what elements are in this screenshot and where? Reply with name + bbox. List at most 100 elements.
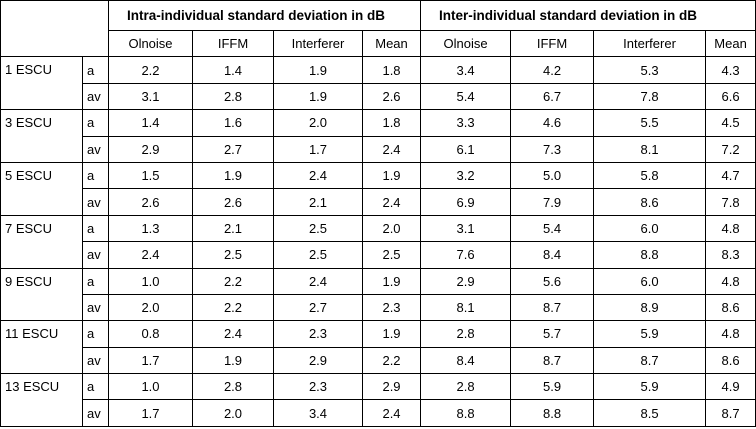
row-label: 13 ESCU — [0, 373, 83, 427]
value-cell: 1.9 — [192, 346, 274, 375]
value-cell: 1.7 — [273, 135, 363, 163]
value-cell: 2.9 — [273, 346, 363, 375]
value-cell: 8.4 — [420, 346, 512, 375]
value-cell: 4.2 — [510, 56, 595, 84]
corner-cell — [0, 0, 109, 58]
value-cell: 8.8 — [420, 399, 512, 427]
data-row: av 2.4 2.5 2.5 2.5 7.6 8.4 8.8 8.3 — [1, 241, 756, 269]
value-cell: 4.8 — [705, 320, 756, 348]
value-cell: 1.9 — [273, 82, 363, 111]
header-row: Olnoise IFFM Interferer Mean Olnoise IFFM Inte… — [1, 29, 756, 58]
value-cell: 2.6 — [192, 188, 274, 216]
value-cell: 5.9 — [593, 320, 707, 348]
value-cell: 1.3 — [108, 214, 193, 243]
row-label: 9 ESCU — [0, 267, 83, 322]
value-cell: 4.3 — [705, 56, 756, 84]
value-cell: 2.9 — [361, 373, 422, 401]
value-cell: 7.6 — [420, 241, 512, 269]
column-header: Olnoise — [420, 29, 512, 58]
value-cell: 5.3 — [593, 56, 707, 84]
sub-label: a — [82, 267, 109, 295]
value-cell: 2.8 — [420, 320, 512, 348]
value-cell: 5.5 — [593, 109, 707, 137]
value-cell: 3.2 — [420, 161, 512, 190]
sub-label: av — [82, 346, 109, 375]
value-cell: 5.6 — [510, 267, 595, 295]
data-row: 5 ESCU a 1.5 1.9 2.4 1.9 3.2 5.0 5.8 4.7 — [0, 161, 756, 216]
value-cell: 8.6 — [705, 293, 756, 322]
data-row: 1 ESCU a 2.2 1.4 1.9 1.8 3.4 4.2 5.3 4.3 — [0, 56, 756, 111]
value-cell: 3.1 — [108, 82, 193, 111]
value-cell: 2.3 — [273, 320, 363, 348]
value-cell: 2.8 — [420, 373, 512, 401]
sub-label: a — [82, 109, 109, 137]
value-cell: 7.2 — [705, 135, 756, 163]
value-cell: 2.0 — [361, 214, 422, 243]
value-cell: 4.7 — [705, 161, 756, 190]
value-cell: 1.0 — [108, 373, 193, 401]
value-cell: 8.8 — [510, 399, 595, 427]
value-cell: 2.4 — [273, 267, 363, 295]
value-cell: 1.9 — [361, 161, 422, 190]
value-cell: 2.1 — [192, 214, 274, 243]
value-cell: 1.4 — [108, 109, 193, 137]
value-cell: 2.4 — [192, 320, 274, 348]
value-cell: 8.6 — [593, 188, 707, 216]
value-cell: 8.9 — [593, 293, 707, 322]
column-header: Mean — [705, 29, 756, 58]
value-cell: 5.7 — [510, 320, 595, 348]
value-cell: 5.0 — [510, 161, 595, 190]
data-row: av 2.0 2.2 2.7 2.3 8.1 8.7 8.9 8.6 — [1, 293, 756, 322]
value-cell: 2.9 — [108, 135, 193, 163]
value-cell: 2.6 — [361, 82, 422, 111]
value-cell: 4.9 — [705, 373, 756, 401]
header-row: Intra-individual standard deviation in d… — [0, 0, 756, 58]
value-cell: 1.4 — [192, 56, 274, 84]
value-cell: 7.8 — [593, 82, 707, 111]
value-cell: 1.0 — [108, 267, 193, 295]
value-cell: 2.2 — [192, 267, 274, 295]
value-cell: 8.7 — [510, 293, 595, 322]
value-cell: 2.8 — [192, 373, 274, 401]
data-row: 3 ESCU a 1.4 1.6 2.0 1.8 3.3 4.6 5.5 4.5 — [0, 109, 756, 163]
value-cell: 6.1 — [420, 135, 512, 163]
sub-label: av — [82, 82, 109, 111]
data-row: av 2.9 2.7 1.7 2.4 6.1 7.3 8.1 7.2 — [1, 135, 756, 163]
sub-label: a — [82, 320, 109, 348]
value-cell: 2.4 — [361, 188, 422, 216]
value-cell: 2.3 — [273, 373, 363, 401]
group-header: Intra-individual standard deviation in d… — [107, 0, 422, 31]
column-header: IFFM — [510, 29, 595, 58]
value-cell: 2.5 — [192, 241, 274, 269]
column-header: Mean — [361, 29, 422, 58]
row-label: 11 ESCU — [0, 320, 83, 375]
value-cell: 8.4 — [510, 241, 595, 269]
value-cell: 2.2 — [108, 56, 193, 84]
value-cell: 2.0 — [192, 399, 274, 427]
value-cell: 8.1 — [593, 135, 707, 163]
value-cell: 5.4 — [510, 214, 595, 243]
sub-label: a — [82, 161, 109, 190]
value-cell: 8.6 — [705, 346, 756, 375]
value-cell: 1.5 — [108, 161, 193, 190]
value-cell: 2.9 — [420, 267, 512, 295]
data-row: 11 ESCU a 0.8 2.4 2.3 1.9 2.8 5.7 5.9 4.8 — [0, 320, 756, 375]
row-label: 1 ESCU — [0, 56, 83, 111]
value-cell: 1.8 — [361, 56, 422, 84]
sub-label: a — [82, 214, 109, 243]
value-cell: 3.4 — [420, 56, 512, 84]
value-cell: 8.8 — [593, 241, 707, 269]
value-cell: 3.1 — [420, 214, 512, 243]
value-cell: 6.0 — [593, 214, 707, 243]
row-label: 5 ESCU — [0, 161, 83, 216]
value-cell: 8.3 — [705, 241, 756, 269]
value-cell: 8.1 — [420, 293, 512, 322]
value-cell: 8.7 — [510, 346, 595, 375]
sub-label: a — [82, 373, 109, 401]
value-cell: 5.8 — [593, 161, 707, 190]
value-cell: 2.2 — [192, 293, 274, 322]
value-cell: 6.9 — [420, 188, 512, 216]
value-cell: 7.8 — [705, 188, 756, 216]
